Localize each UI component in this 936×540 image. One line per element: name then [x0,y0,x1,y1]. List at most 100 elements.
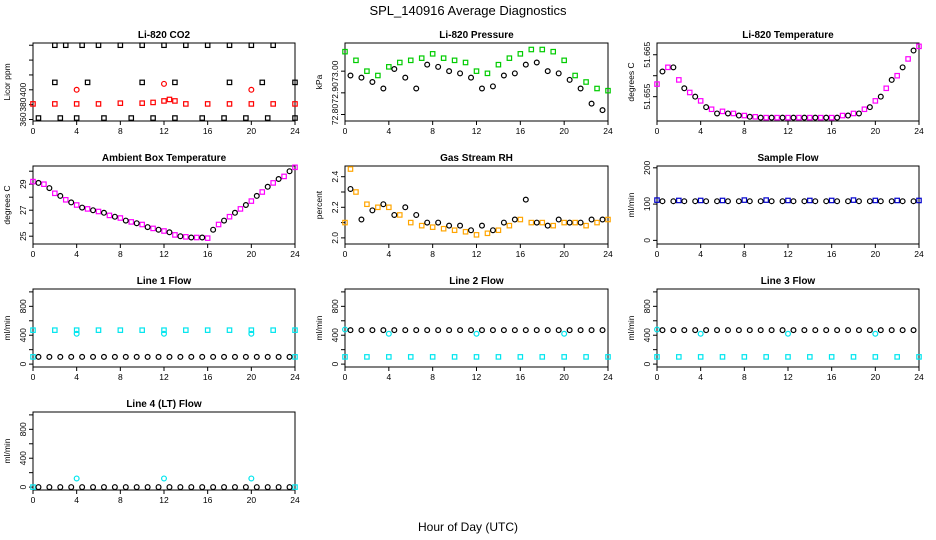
data-point [226,42,233,49]
y-axis-label: ml/min [626,315,636,340]
data-point [62,42,69,49]
data-point [473,232,480,238]
series-line4-black [35,484,293,491]
data-point [172,79,178,86]
data-point [183,101,189,107]
data-point [801,114,808,121]
data-point [369,207,376,214]
data-point [358,74,365,81]
data-point [128,219,135,225]
data-point [533,327,540,334]
data-point [95,42,102,49]
data-point [210,353,217,360]
data-point [407,354,414,360]
y-tick-label: 73.00 [330,60,340,82]
data-point [253,353,260,360]
data-point [845,327,852,334]
series-cal-low [35,115,298,121]
data-point [473,68,480,74]
y-tick-label: 27 [18,205,28,215]
x-tick-label: 0 [31,372,36,382]
y-axis-label: percent [314,190,324,219]
x-tick-label: 8 [118,126,123,136]
y-tick-label: 400 [330,328,340,342]
data-point [550,222,557,229]
data-point [708,106,715,113]
data-point [90,484,97,491]
data-point [117,215,124,221]
data-point [899,198,906,205]
data-point [226,327,233,333]
data-point [653,326,660,333]
data-point [877,327,884,334]
data-point [248,198,255,204]
data-point [139,79,145,86]
data-point [812,114,819,121]
x-tick-label: 20 [247,495,257,505]
data-point [429,354,436,360]
data-point [866,327,873,334]
data-point [396,212,403,218]
data-point [517,216,524,223]
data-point [122,353,129,360]
x-tick-label: 20 [559,372,569,382]
figure-xlabel: Hour of Day (UTC) [418,520,518,534]
data-point [259,79,266,86]
data-point [52,327,58,333]
data-point [511,216,518,223]
y-tick-label: 2.0 [330,232,340,244]
chart-panel: Line 1 Flow 0 4 8 12 16 20 24 0 400 800 ml/min [2,276,300,382]
data-point [253,484,260,491]
data-point [264,115,271,121]
x-tick-label: 8 [118,249,123,259]
data-point [506,222,513,229]
data-point [122,484,129,491]
data-point [511,70,518,77]
data-point [681,327,688,334]
data-point [500,327,507,334]
series-temp-black [659,47,917,121]
data-point [676,197,682,204]
data-point [386,64,392,70]
data-point [231,484,238,491]
data-point [801,198,808,205]
data-point [506,55,513,61]
data-point [894,197,900,204]
data-point [599,216,606,223]
data-point [517,354,524,360]
chart-title: Sample Flow [757,153,818,164]
x-tick-label: 24 [914,372,924,382]
y-tick-label: 72.90 [330,82,340,104]
y-tick-label: 72.80 [330,104,340,126]
data-point [90,353,97,360]
data-point [286,484,293,491]
data-point [100,484,107,491]
data-point [402,204,409,211]
series-line1-cyan-dips [73,330,255,337]
data-point [264,183,271,190]
data-point [188,234,195,241]
y-tick-label: 380 [18,97,28,111]
data-point [172,232,178,238]
data-point [522,327,529,334]
x-tick-label: 12 [159,249,169,259]
data-point [231,209,238,216]
data-point [210,226,217,233]
data-point [150,99,156,106]
data-point [391,65,398,72]
data-point [916,197,922,204]
data-point [375,204,381,211]
x-tick-label: 8 [430,372,435,382]
data-point [692,93,699,100]
data-point [899,327,906,334]
data-point [768,198,775,205]
data-point [292,327,298,333]
data-point [111,353,118,360]
data-point [752,114,759,120]
data-point [68,484,75,491]
data-point [757,198,764,205]
data-point [834,327,841,334]
data-point [588,100,595,107]
data-point [380,85,387,92]
